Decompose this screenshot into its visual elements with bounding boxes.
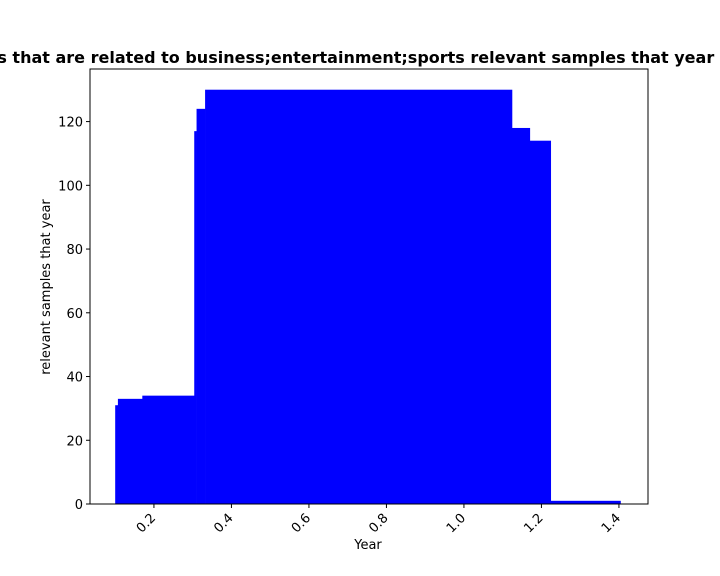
x-tick-label: 0.4 <box>211 511 236 536</box>
y-tick-label: 60 <box>66 307 83 322</box>
x-tick-label: 0.8 <box>366 511 391 536</box>
bar-4 <box>196 108 206 504</box>
x-axis: 0.2 0.4 0.6 0.8 1.0 1.2 1.4 <box>134 504 624 536</box>
bar-6 <box>511 127 531 505</box>
y-axis-label: relevant samples that year <box>39 199 54 375</box>
bar-1 <box>117 398 143 504</box>
y-tick-label: 20 <box>66 434 83 449</box>
bar-3 <box>194 131 197 504</box>
y-tick-label: 100 <box>58 179 83 194</box>
x-tick-label: 1.0 <box>444 511 469 536</box>
x-axis-label: Year <box>353 538 382 553</box>
y-tick-label: 0 <box>75 498 83 513</box>
x-tick-label: 1.4 <box>599 511 624 536</box>
bar-7 <box>529 140 552 504</box>
bar-5 <box>205 89 513 505</box>
x-tick-label: 1.2 <box>521 511 546 536</box>
bars-group <box>115 89 621 505</box>
bar-8 <box>550 500 621 504</box>
chart-title-clip: Number of news articles that are related… <box>0 48 720 67</box>
y-tick-label: 40 <box>66 371 83 386</box>
bar-2 <box>142 395 195 504</box>
y-tick-label: 80 <box>66 243 83 258</box>
y-axis: 0 20 40 60 80 100 120 <box>58 116 90 513</box>
y-tick-label: 120 <box>58 116 83 131</box>
x-tick-label: 0.2 <box>134 511 159 536</box>
bar-0 <box>115 405 119 504</box>
plot-frame <box>89 68 649 505</box>
chart-title: Number of news articles that are related… <box>0 48 720 67</box>
x-tick-label: 0.6 <box>289 511 314 536</box>
